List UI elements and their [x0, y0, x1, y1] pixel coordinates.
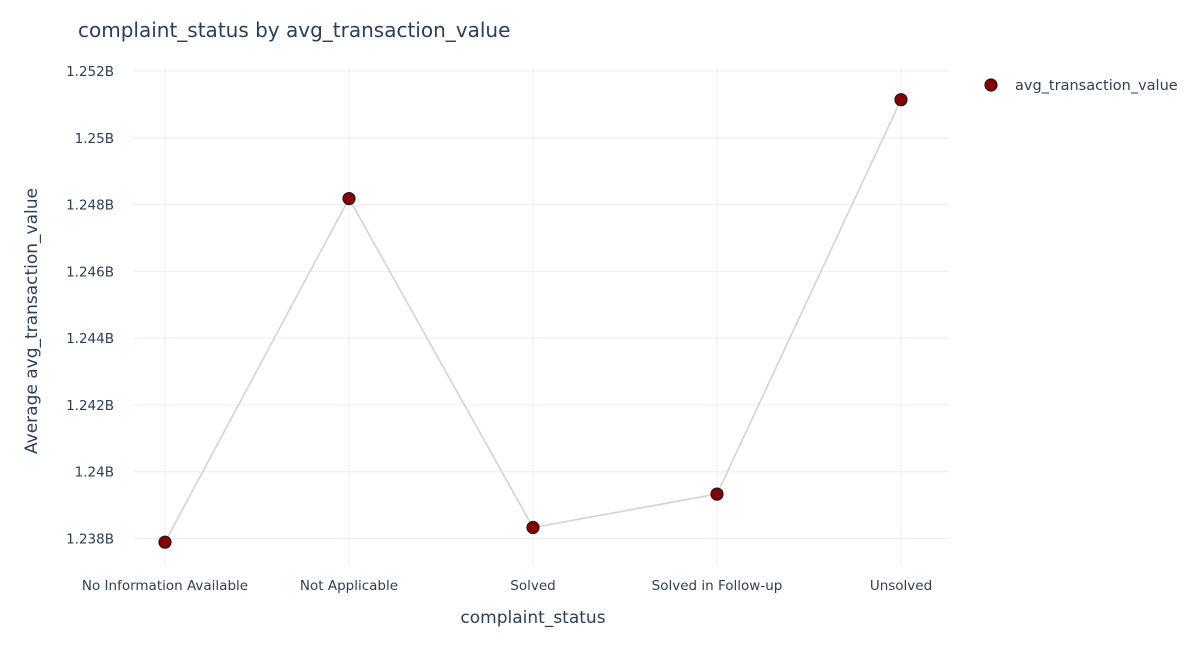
y-tick-label: 1.244B [66, 331, 114, 347]
data-point-4[interactable] [894, 93, 908, 107]
x-tick-label: Solved in Follow-up [652, 578, 783, 594]
legend-marker [984, 78, 998, 92]
data-point-0[interactable] [158, 535, 172, 549]
y-tick-label: 1.25B [75, 131, 114, 147]
x-axis-title: complaint_status [460, 608, 605, 628]
legend[interactable]: avg_transaction_value [984, 78, 1178, 94]
data-point-3[interactable] [710, 487, 724, 501]
x-tick-label: Unsolved [870, 578, 932, 594]
y-tick-label: 1.242B [66, 398, 114, 414]
marker-layer [158, 93, 908, 549]
legend-label: avg_transaction_value [1015, 78, 1178, 94]
y-tick-label: 1.246B [66, 264, 114, 280]
data-point-2[interactable] [526, 520, 540, 535]
y-axis-ticks: 1.238B 1.24B 1.242B 1.244B 1.246B 1.248B 1.25B… [66, 64, 114, 548]
y-tick-label: 1.24B [75, 465, 114, 481]
y-tick-label: 1.248B [66, 198, 114, 214]
grid [133, 68, 949, 566]
y-tick-label: 1.252B [66, 64, 114, 80]
x-axis-ticks: No Information Available Not Applicable So… [82, 578, 932, 594]
x-tick-label: Solved [510, 578, 555, 594]
x-tick-label: Not Applicable [300, 578, 398, 594]
y-axis-title: Average avg_transaction_value [22, 188, 42, 454]
chart-title: complaint_status by avg_transaction_valu… [78, 18, 510, 42]
y-tick-label: 1.238B [66, 532, 114, 548]
data-point-1[interactable] [342, 191, 356, 206]
x-tick-label: No Information Available [82, 578, 248, 594]
